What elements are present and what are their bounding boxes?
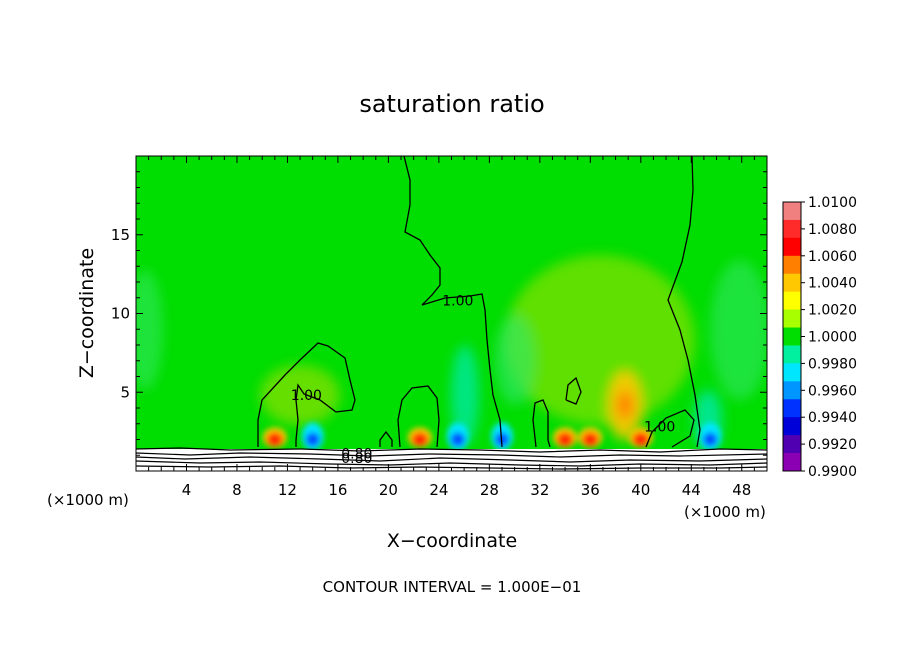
contour-label: 1.00 [291, 388, 322, 404]
colorbar-label: 1.0040 [808, 276, 857, 292]
colorbar: 1.0100 1.0080 1.0060 1.0040 1.0020 1.0000 0.99… [782, 195, 857, 480]
colorbar-swatch [783, 327, 801, 346]
colorbar-swatch [783, 435, 801, 454]
x-tick-label: 20 [379, 481, 398, 499]
shade-zone [505, 255, 695, 425]
x-tick-label: 4 [182, 481, 192, 499]
contour-label: 1.00 [442, 294, 473, 310]
contour-line [532, 399, 551, 448]
coldspot-core [450, 432, 465, 447]
colorbar-swatch [783, 309, 801, 329]
spot-layer [262, 422, 722, 451]
hotspot-core [411, 432, 428, 447]
contour-line [645, 409, 695, 448]
chart-title: saturation ratio [359, 90, 544, 118]
x-axis: 4 8 12 16 20 24 28 32 36 40 44 48 [148, 156, 755, 499]
colorbar-swatch [783, 219, 801, 239]
x-tick-label: 16 [328, 481, 347, 499]
colorbar-label: 0.9960 [808, 383, 857, 399]
x-tick-label: 32 [530, 481, 549, 499]
contour-lines [257, 156, 701, 448]
colorbar-swatch [783, 273, 801, 293]
y-tick-label: 15 [111, 226, 130, 244]
colorbar-label: 1.0100 [808, 195, 857, 211]
terrain-contour [136, 452, 767, 458]
y-axis: 5 10 15 [111, 171, 767, 456]
contour-line [379, 430, 393, 447]
contour-line [397, 385, 440, 448]
contour-label: 0.80 [341, 451, 372, 467]
plot-field [136, 156, 767, 471]
colorbar-label: 0.9920 [808, 437, 857, 453]
colorbar-label: 1.0080 [808, 222, 857, 238]
colorbar-swatch [783, 381, 801, 400]
y-tick-label: 5 [120, 383, 130, 401]
x-unit-label-left: (×1000 m) [47, 491, 129, 509]
field-shading [136, 255, 767, 450]
coldspot-core [703, 432, 718, 447]
y-axis-label: Z−coordinate [76, 248, 98, 378]
colorbar-label: 1.0000 [808, 330, 857, 346]
hotspot-core [632, 432, 649, 447]
terrain-lines [136, 447, 767, 470]
shade-zone [710, 260, 767, 400]
x-tick-label: 40 [631, 481, 650, 499]
y-tick-label: 10 [111, 305, 130, 323]
x-unit-label-right: (×1000 m) [684, 503, 766, 521]
colorbar-swatch [783, 363, 801, 382]
x-tick-label: 36 [581, 481, 600, 499]
contour-line [667, 156, 701, 448]
contour-label: 1.00 [644, 420, 675, 436]
x-tick-label: 12 [278, 481, 297, 499]
terrain-contour [136, 447, 767, 453]
contour-line [257, 342, 356, 447]
terrain-contour [136, 460, 767, 467]
contour-line [403, 156, 503, 448]
x-tick-label: 28 [480, 481, 499, 499]
contour-interval-note: CONTOUR INTERVAL = 1.000E−01 [323, 578, 582, 596]
colorbar-label: 0.9980 [808, 356, 857, 372]
shade-zone [451, 345, 479, 445]
contour-label: 0.80 [341, 446, 372, 462]
colorbar-swatch [783, 255, 801, 275]
colorbar-swatch [783, 291, 801, 311]
hotspot-core [582, 432, 599, 447]
contour-line [565, 376, 582, 405]
hotspot-core [557, 432, 574, 447]
hotspot-core [266, 432, 283, 447]
colorbar-label: 0.9940 [808, 410, 857, 426]
colorbar-label: 1.0060 [808, 249, 857, 265]
colorbar-swatch [783, 202, 801, 221]
colorbar-label: 1.0020 [808, 303, 857, 319]
shade-zone [136, 270, 163, 390]
shade-zone [617, 391, 633, 419]
colorbar-label: 0.9900 [808, 464, 857, 480]
x-axis-label: X−coordinate [387, 530, 517, 552]
colorbar-swatch [783, 453, 801, 472]
colorbar-swatch [783, 345, 801, 364]
x-tick-label: 48 [732, 481, 751, 499]
x-tick-label: 8 [232, 481, 242, 499]
terrain-contour [136, 456, 767, 463]
x-tick-label: 44 [682, 481, 701, 499]
contour-label-layer: 1.00 1.00 1.00 0.800.80 [291, 294, 676, 468]
shade-zone [495, 315, 535, 405]
coldspot-core [305, 432, 320, 447]
colorbar-swatch [783, 399, 801, 418]
colorbar-swatch [783, 417, 801, 436]
x-tick-label: 24 [429, 481, 448, 499]
colorbar-swatch [783, 237, 801, 257]
terrain-contour [136, 465, 767, 470]
